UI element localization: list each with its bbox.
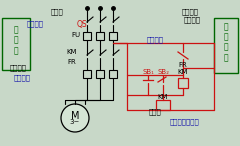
Text: 热继电器: 热继电器 bbox=[181, 9, 198, 15]
Text: 短路保护: 短路保护 bbox=[26, 21, 43, 27]
Text: 3~: 3~ bbox=[70, 119, 80, 125]
Text: FU: FU bbox=[72, 32, 81, 38]
Text: SB₁: SB₁ bbox=[142, 69, 154, 75]
Text: 控制电路: 控制电路 bbox=[146, 37, 163, 43]
Bar bbox=[96, 70, 104, 78]
Text: 过载保护: 过载保护 bbox=[13, 75, 30, 81]
Text: FR: FR bbox=[179, 62, 187, 68]
Bar bbox=[156, 100, 170, 110]
Text: KM: KM bbox=[178, 69, 188, 75]
Text: 零压、欠压保护: 零压、欠压保护 bbox=[170, 119, 200, 125]
Text: 保险丝: 保险丝 bbox=[51, 9, 63, 15]
Bar bbox=[83, 70, 91, 78]
Circle shape bbox=[61, 104, 89, 132]
Bar bbox=[214, 18, 238, 73]
Text: KM: KM bbox=[158, 94, 168, 100]
Bar bbox=[178, 78, 188, 88]
Bar bbox=[2, 18, 30, 70]
Text: 控
制
电
路: 控 制 电 路 bbox=[224, 22, 228, 62]
Bar bbox=[96, 32, 104, 40]
Text: M: M bbox=[71, 111, 79, 121]
Text: 接触器: 接触器 bbox=[149, 109, 161, 115]
Text: 动断触点: 动断触点 bbox=[184, 17, 200, 23]
Bar bbox=[83, 32, 91, 40]
Text: SB₂: SB₂ bbox=[157, 69, 169, 75]
Text: 热继电器: 热继电器 bbox=[10, 65, 26, 71]
Text: QS: QS bbox=[77, 20, 87, 28]
Bar bbox=[109, 32, 117, 40]
Bar bbox=[109, 70, 117, 78]
Text: KM: KM bbox=[67, 49, 77, 55]
Text: FR: FR bbox=[68, 59, 76, 65]
Text: 主
电
路: 主 电 路 bbox=[14, 25, 18, 55]
